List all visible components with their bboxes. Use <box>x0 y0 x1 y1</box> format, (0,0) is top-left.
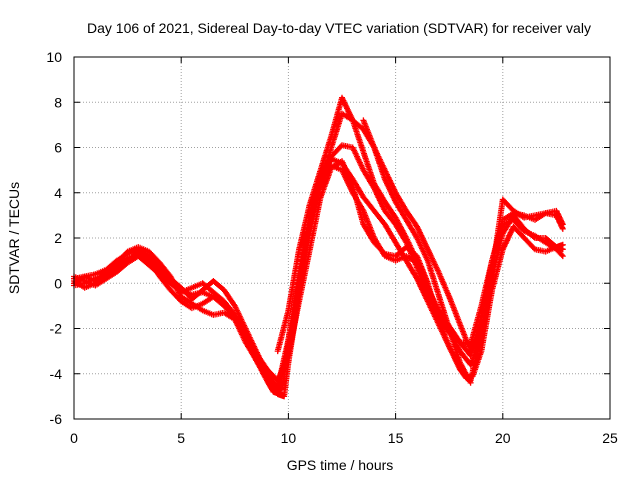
y-tick-label: -2 <box>50 321 63 337</box>
y-tick-label: 2 <box>54 230 62 246</box>
series-trace-7 <box>360 117 474 386</box>
chart-title: Day 106 of 2021, Sidereal Day-to-day VTE… <box>87 20 591 36</box>
y-axis-label: SDTVAR / TECUs <box>6 182 22 294</box>
y-tick-label: 10 <box>46 49 62 65</box>
x-tick-label: 5 <box>177 430 185 446</box>
data-points <box>71 94 566 400</box>
plot-frame <box>73 56 611 420</box>
y-tick-label: -4 <box>50 366 63 382</box>
y-tick-label: 6 <box>54 140 62 156</box>
axis-ticks: 0 5 10 15 20 25 -6 -4 -2 0 2 4 6 8 10 <box>46 49 618 446</box>
series-markers <box>360 117 474 386</box>
x-tick-label: 10 <box>281 430 297 446</box>
x-axis-label: GPS time / hours <box>287 457 394 473</box>
y-tick-label: 4 <box>54 185 62 201</box>
x-tick-label: 25 <box>602 430 618 446</box>
x-tick-label: 0 <box>70 430 78 446</box>
x-tick-label: 20 <box>495 430 511 446</box>
y-tick-label: 8 <box>54 94 62 110</box>
y-tick-label: 0 <box>54 275 62 291</box>
y-tick-label: -6 <box>50 411 63 427</box>
x-tick-label: 15 <box>388 430 404 446</box>
